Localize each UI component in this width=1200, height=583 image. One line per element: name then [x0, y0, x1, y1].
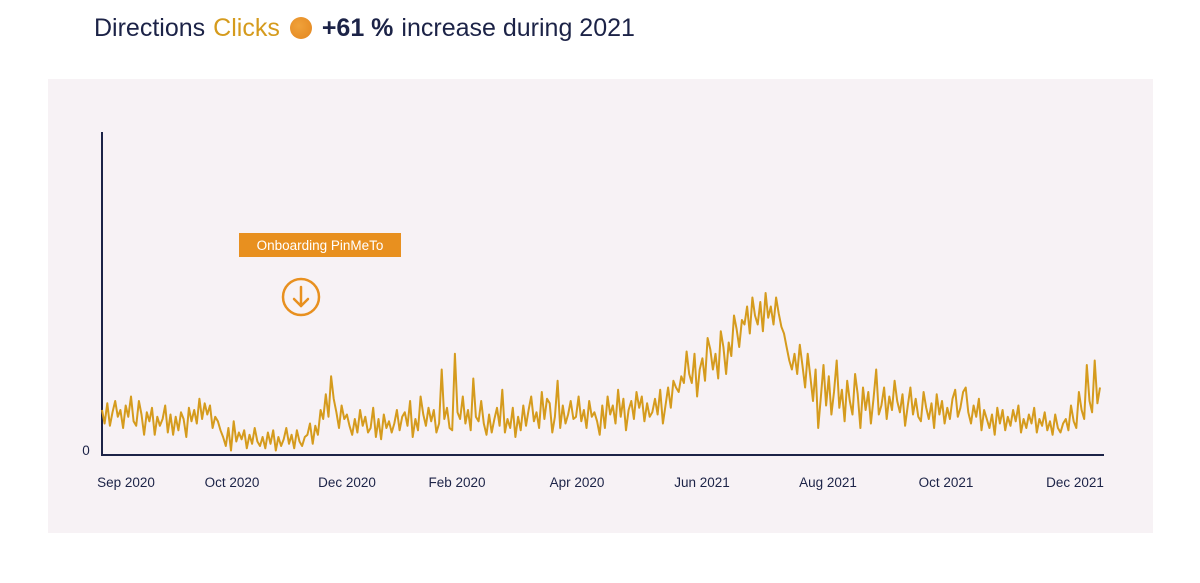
annotation-layer: [281, 277, 321, 317]
x-tick-label: Feb 2020: [428, 475, 485, 490]
y-tick-label: 0: [82, 443, 90, 458]
x-tick-label: Apr 2020: [550, 475, 605, 490]
x-tick-label: Dec 2020: [318, 475, 376, 490]
x-tick-label: Aug 2021: [799, 475, 857, 490]
annotation-label: Onboarding PinMeTo: [239, 233, 401, 257]
chart-axes: [101, 132, 1104, 456]
chart-panel: [48, 79, 1153, 533]
title-word-directions: Directions: [94, 13, 206, 42]
x-tick-label: Oct 2020: [205, 475, 260, 490]
icon-arrow-head: [292, 297, 310, 308]
y-tick-labels: 0: [82, 443, 90, 458]
chart-title: Directions Clicks +61 % increase during …: [94, 8, 635, 48]
x-tick-label: Jun 2021: [674, 475, 730, 490]
series-layer: [101, 292, 1101, 452]
title-increase-text: increase during 2021: [401, 13, 635, 42]
x-tick-labels: Sep 2020 Oct 2020 Dec 2020 Feb 2020 Apr 2020…: [97, 475, 1104, 490]
x-tick-label: Dec 2021: [1046, 475, 1104, 490]
series-line: [101, 292, 1101, 452]
x-tick-label: Oct 2021: [919, 475, 974, 490]
arrow-down-circle-icon: [281, 277, 321, 317]
x-tick-label: Sep 2020: [97, 475, 155, 490]
orange-dot-icon: [289, 17, 312, 39]
icon-circle: [281, 277, 321, 317]
title-increase-value: +61 %: [321, 13, 394, 42]
title-word-clicks: Clicks: [213, 13, 280, 42]
